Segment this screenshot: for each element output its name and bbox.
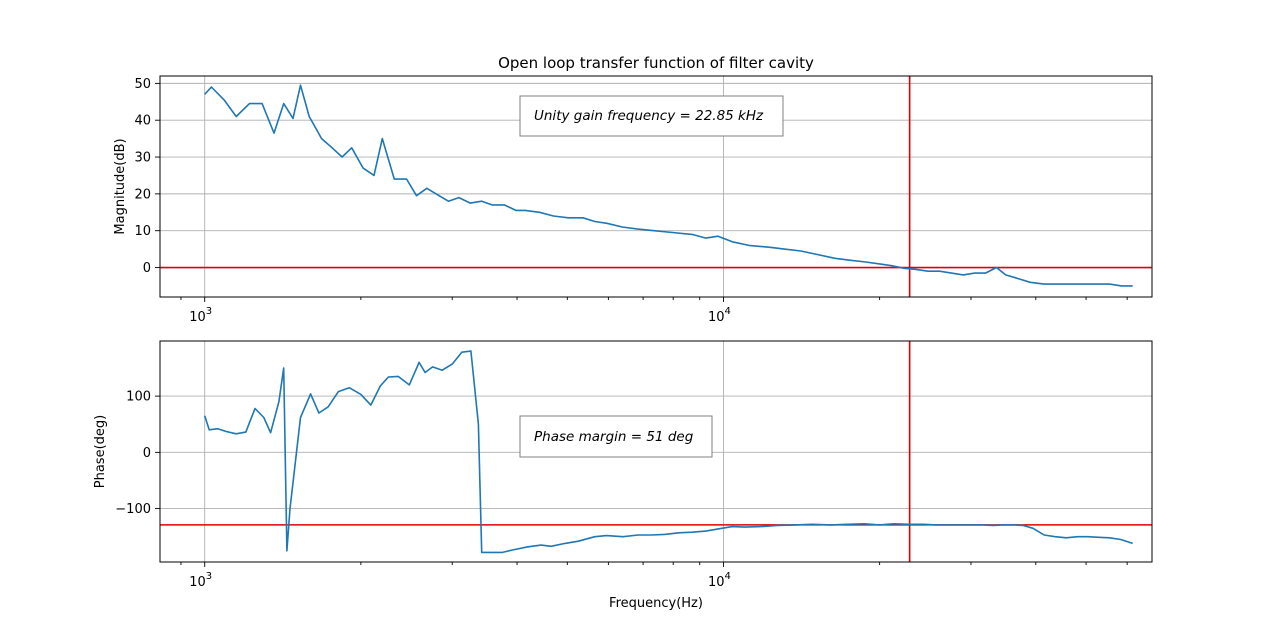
chart-title: Open loop transfer function of filter ca… (498, 54, 814, 72)
magnitude-y-axis-label: Magnitude(dB) (113, 138, 128, 234)
magnitude-y-tick-label: 10 (134, 224, 151, 239)
magnitude-y-tick-label: 0 (143, 261, 151, 276)
phase-line (203, 350, 1133, 554)
phase-margin-annotation-box (519, 415, 713, 458)
phase-y-tick-label: −100 (115, 502, 151, 517)
magnitude-y-tick-label: 40 (134, 114, 151, 129)
phase-y-tick-label: 0 (143, 446, 151, 461)
unity-gain-annotation-box (519, 95, 784, 137)
magnitude-axes-frame (159, 75, 1153, 298)
magnitude-reference-lines (160, 76, 1152, 297)
magnitude-y-tick-label: 30 (134, 151, 151, 166)
phase-y-axis-label: Phase(deg) (93, 415, 108, 488)
unity-gain-annotation: Unity gain frequency = 22.85 kHz (534, 108, 764, 124)
phase-y-tick-label: 100 (126, 390, 151, 405)
magnitude-y-tick-label: 50 (134, 77, 151, 92)
phase-margin-annotation: Phase margin = 51 deg (534, 429, 694, 445)
magnitude-y-tick-label: 20 (134, 187, 151, 202)
magnitude-line (204, 84, 1133, 287)
phase-axes-frame (159, 340, 1153, 563)
x-axis-label: Frequency(Hz) (609, 596, 703, 611)
